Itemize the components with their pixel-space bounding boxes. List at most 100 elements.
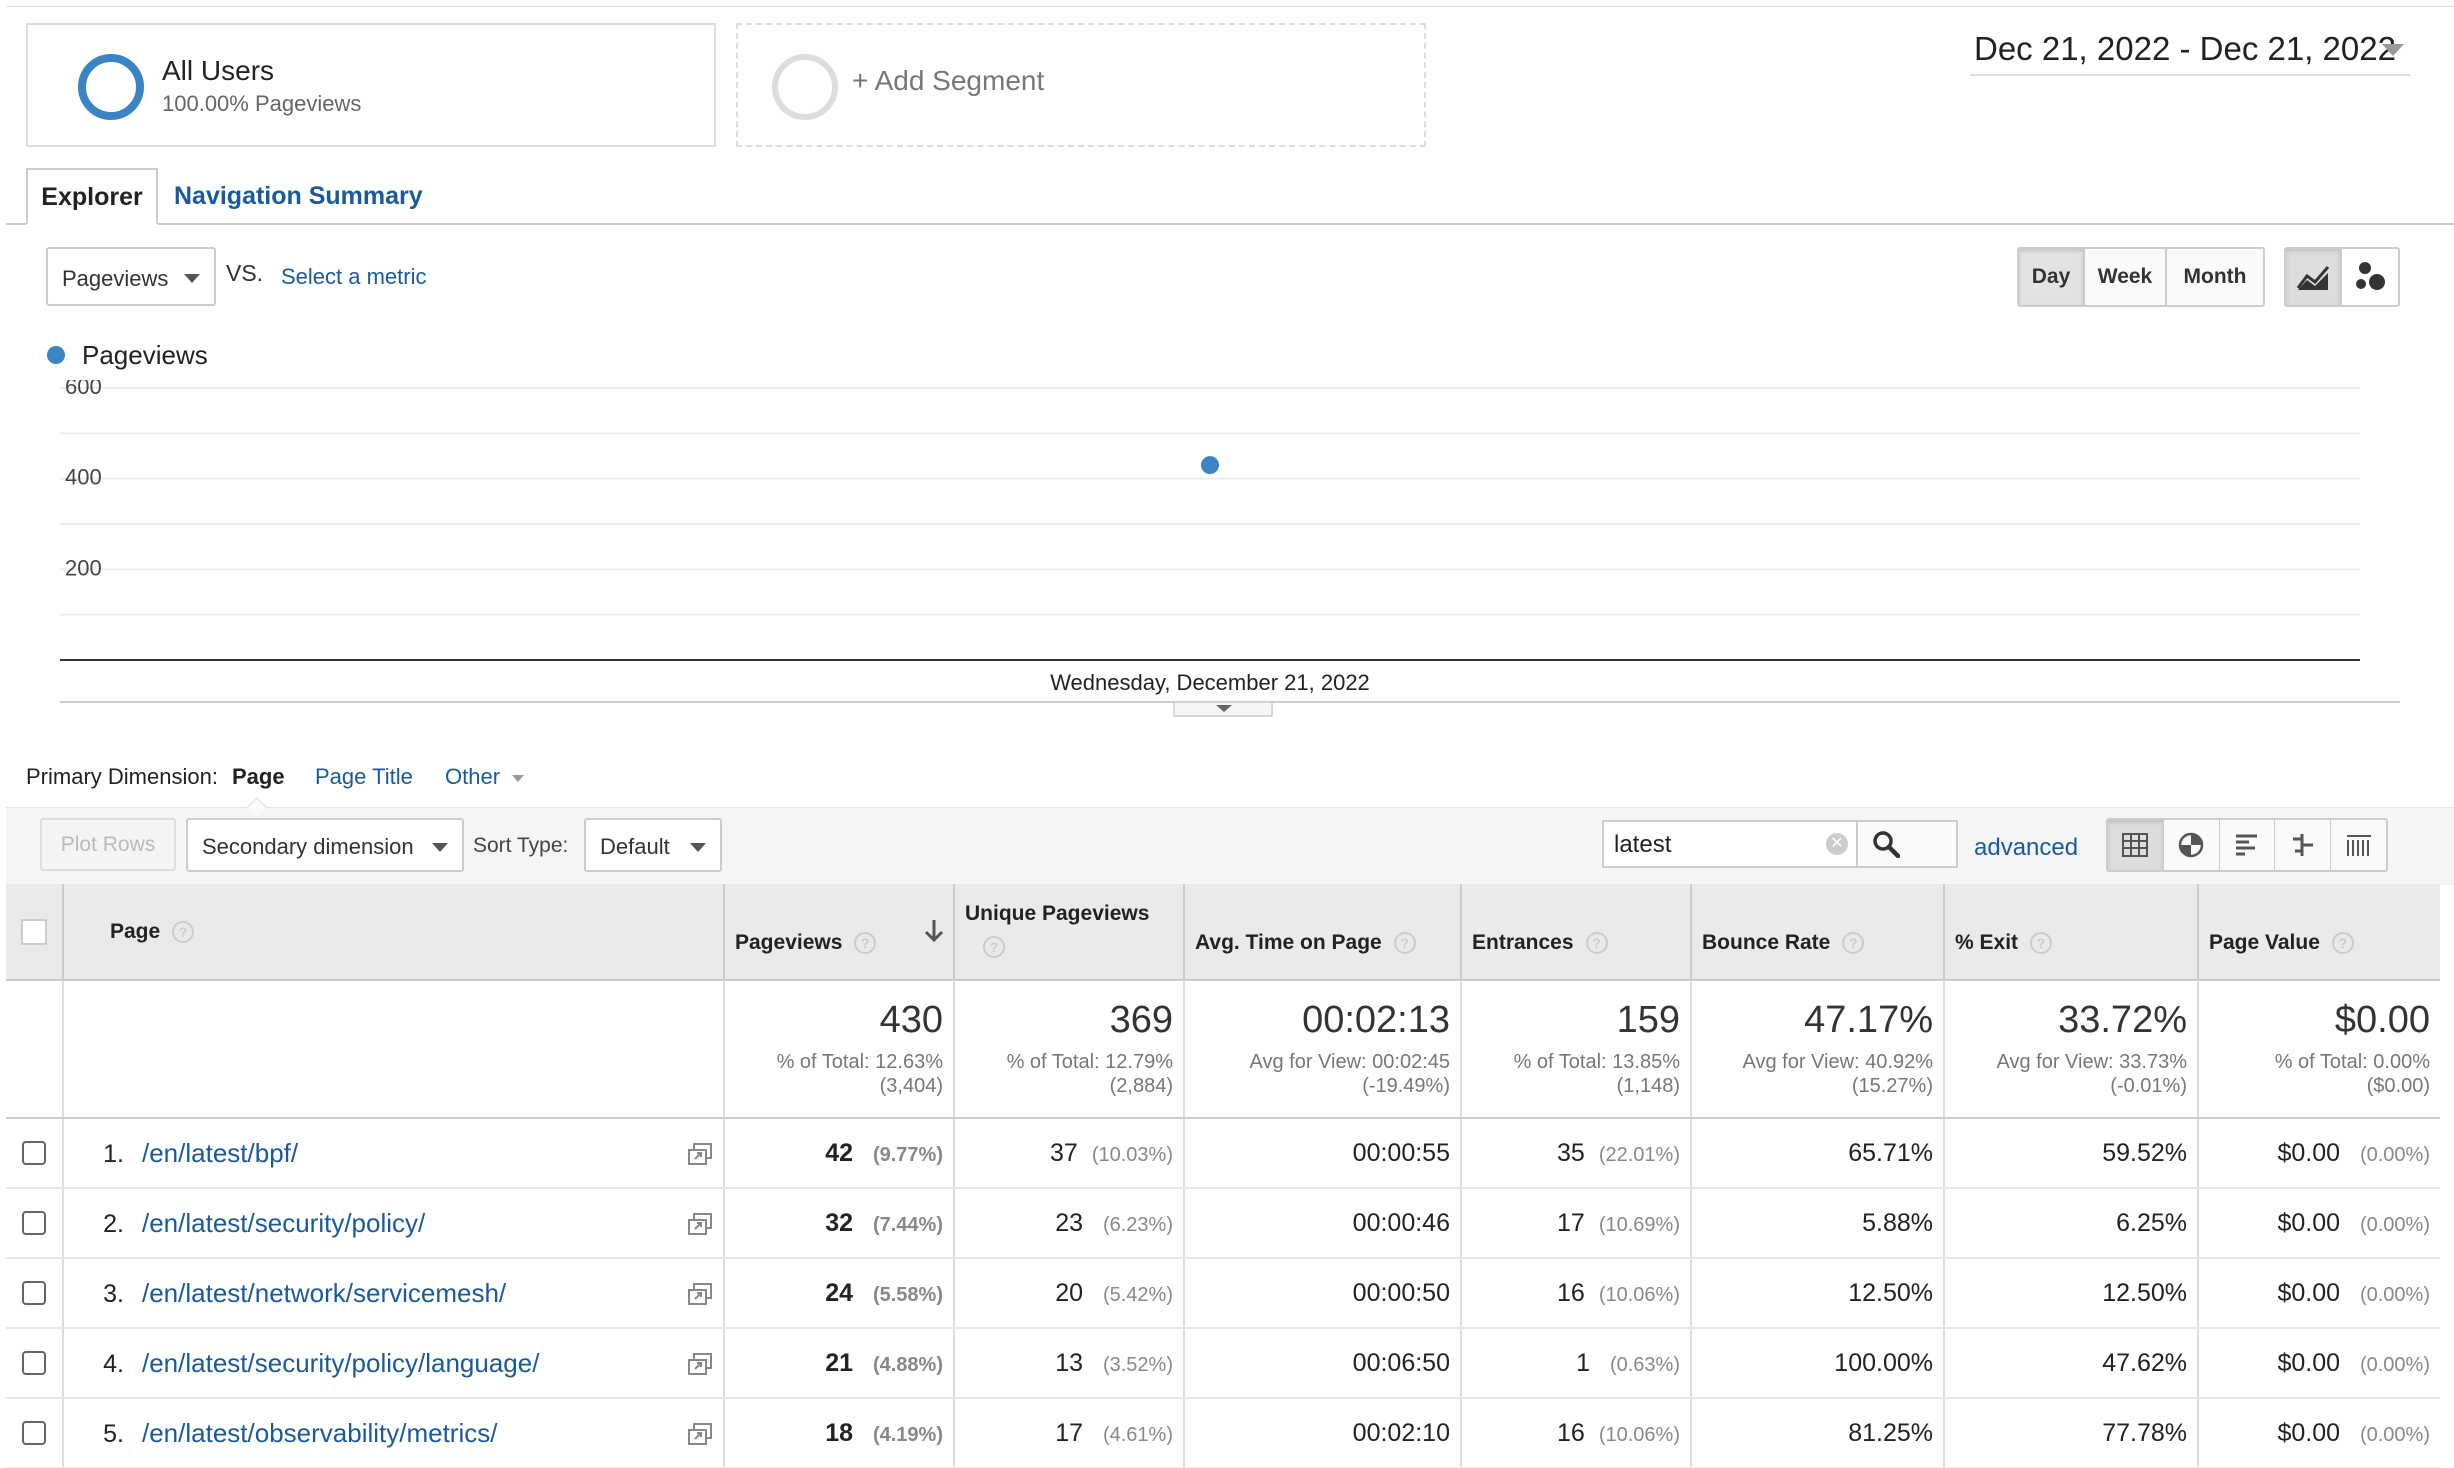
pageviews-value: 42 — [825, 1138, 853, 1167]
help-icon[interactable]: ? — [1842, 931, 1865, 954]
view-comparison-button[interactable] — [2275, 820, 2332, 870]
header-page-label: Page — [110, 919, 161, 943]
unique-value: 20 — [1055, 1278, 1083, 1307]
bounce-cell: 100.00% — [1691, 1328, 1945, 1399]
row-checkbox[interactable] — [22, 1211, 46, 1235]
tab-explorer[interactable]: Explorer — [26, 168, 158, 225]
secondary-dimension-select[interactable]: Secondary dimension — [186, 818, 464, 872]
open-page-icon[interactable] — [687, 1352, 713, 1376]
period-month-button[interactable]: Month — [2167, 249, 2263, 305]
pageviews-cell: 32 (7.44%) — [724, 1188, 955, 1259]
row-checkbox-cell — [6, 1118, 64, 1189]
open-page-icon[interactable] — [687, 1212, 713, 1236]
page-link[interactable]: /en/latest/network/servicemesh/ — [142, 1277, 507, 1308]
page-value-cell: $0.00 (0.00%) — [2198, 1118, 2440, 1189]
select-metric-link[interactable]: Select a metric — [281, 264, 427, 289]
total-sub: (15.27%) — [1851, 1075, 1933, 1097]
primary-dimension-page[interactable]: Page — [232, 764, 285, 789]
table-row: 1. /en/latest/bpf/ 42 (9.77%) 37 (10.03%) 0… — [6, 1118, 2440, 1189]
bounce-value: 12.50% — [1848, 1278, 1933, 1307]
page-value-cell: $0.00 (0.00%) — [2198, 1188, 2440, 1259]
header-page[interactable]: Page? — [63, 884, 725, 981]
data-table: Page? Pageviews? Unique Pageviews? Avg. … — [6, 884, 2440, 1468]
row-rank: 2. — [103, 1209, 124, 1238]
row-checkbox[interactable] — [22, 1281, 46, 1305]
plot-rows-button[interactable]: Plot Rows — [40, 818, 176, 871]
header-unique-pageviews[interactable]: Unique Pageviews? — [954, 884, 1185, 981]
help-icon[interactable]: ? — [2331, 931, 2354, 954]
clear-icon[interactable]: ✕ — [1826, 833, 1848, 855]
table-row: 3. /en/latest/network/servicemesh/ 24 (5.5… — [6, 1258, 2440, 1329]
header-page-value[interactable]: Page Value? — [2198, 884, 2440, 981]
comparison-icon — [2292, 834, 2313, 856]
view-performance-button[interactable] — [2220, 820, 2276, 870]
bounce-value: 65.71% — [1848, 1138, 1933, 1167]
select-all-checkbox[interactable] — [21, 918, 47, 945]
search-button[interactable] — [1856, 820, 1958, 868]
open-page-icon[interactable] — [687, 1422, 713, 1446]
period-toggle-group: Day Week Month — [2017, 247, 2265, 307]
search-input-value: latest — [1614, 831, 1672, 858]
legend-pageviews-swatch — [47, 346, 65, 364]
totals-entrances: 159 % of Total: 13.85% (1,148) — [1461, 980, 1692, 1119]
page-link[interactable]: /en/latest/bpf/ — [142, 1137, 299, 1168]
help-icon[interactable]: ? — [854, 931, 877, 954]
entrances-value: 16 — [1557, 1278, 1585, 1307]
period-week-button[interactable]: Week — [2085, 249, 2167, 305]
table-search-input[interactable]: latest ✕ — [1602, 820, 1858, 868]
header-entrances[interactable]: Entrances? — [1461, 884, 1692, 981]
row-checkbox[interactable] — [22, 1351, 46, 1375]
page-value: $0.00 — [2277, 1138, 2340, 1167]
help-icon[interactable]: ? — [983, 936, 1005, 958]
avg-time-value: 00:06:50 — [1352, 1348, 1450, 1377]
open-page-icon[interactable] — [687, 1142, 713, 1166]
totals-bounce: 47.17% Avg for View: 40.92% (15.27%) — [1691, 980, 1945, 1119]
row-checkbox[interactable] — [22, 1141, 46, 1165]
exit-cell: 6.25% — [1944, 1188, 2199, 1259]
header-exit[interactable]: % Exit? — [1944, 884, 2199, 981]
primary-dimension-page-title[interactable]: Page Title — [315, 764, 413, 789]
unique-pct: (4.61%) — [1102, 1423, 1173, 1446]
row-checkbox[interactable] — [22, 1421, 46, 1445]
tab-navigation-summary[interactable]: Navigation Summary — [174, 182, 423, 210]
view-percentage-button[interactable] — [2164, 820, 2220, 870]
segment-card-all-users[interactable]: All Users 100.00% Pageviews — [26, 23, 716, 147]
unique-cell: 37 (10.03%) — [954, 1118, 1185, 1189]
row-checkbox-cell — [6, 1398, 64, 1468]
view-pivot-button[interactable] — [2331, 820, 2386, 870]
primary-dimension-other[interactable]: Other — [445, 764, 525, 790]
top-divider — [6, 6, 2454, 7]
exit-value: 77.78% — [2102, 1418, 2187, 1447]
page-link[interactable]: /en/latest/observability/metrics/ — [142, 1417, 498, 1448]
page-link[interactable]: /en/latest/security/policy/language/ — [142, 1347, 540, 1378]
avg-time-value: 00:00:50 — [1352, 1278, 1450, 1307]
page-cell: 1. /en/latest/bpf/ — [63, 1118, 725, 1189]
metric-select[interactable]: Pageviews — [46, 247, 216, 306]
chevron-down-icon — [432, 843, 448, 852]
open-page-icon[interactable] — [687, 1282, 713, 1306]
page-value: $0.00 — [2277, 1278, 2340, 1307]
date-range-picker[interactable]: Dec 21, 2022 - Dec 21, 2022 — [1970, 26, 2410, 76]
line-chart-button[interactable] — [2286, 249, 2342, 305]
add-segment-button[interactable]: + Add Segment — [736, 23, 1426, 147]
entrances-pct: (22.01%) — [1598, 1143, 1680, 1166]
sort-type-select[interactable]: Default — [584, 818, 722, 872]
header-avg-time[interactable]: Avg. Time on Page? — [1184, 884, 1462, 981]
page-link[interactable]: /en/latest/security/policy/ — [142, 1207, 426, 1238]
segment-subtitle: 100.00% Pageviews — [162, 91, 362, 116]
table-row: 4. /en/latest/security/policy/language/ 2… — [6, 1328, 2440, 1399]
advanced-filter-link[interactable]: advanced — [1974, 834, 2079, 861]
help-icon[interactable]: ? — [1585, 931, 1608, 954]
vs-label: VS. — [226, 260, 264, 286]
motion-chart-button[interactable] — [2342, 249, 2398, 305]
pageviews-value: 18 — [825, 1418, 853, 1447]
header-pageviews[interactable]: Pageviews? — [724, 884, 955, 981]
period-day-button[interactable]: Day — [2019, 249, 2085, 305]
header-bounce-rate[interactable]: Bounce Rate? — [1691, 884, 1945, 981]
help-icon[interactable]: ? — [1393, 931, 1416, 954]
view-data-table-button[interactable] — [2108, 820, 2164, 870]
unique-value: 37 — [1050, 1138, 1078, 1167]
help-icon[interactable]: ? — [172, 920, 195, 943]
exit-cell: 47.62% — [1944, 1328, 2199, 1399]
help-icon[interactable]: ? — [2030, 931, 2053, 954]
